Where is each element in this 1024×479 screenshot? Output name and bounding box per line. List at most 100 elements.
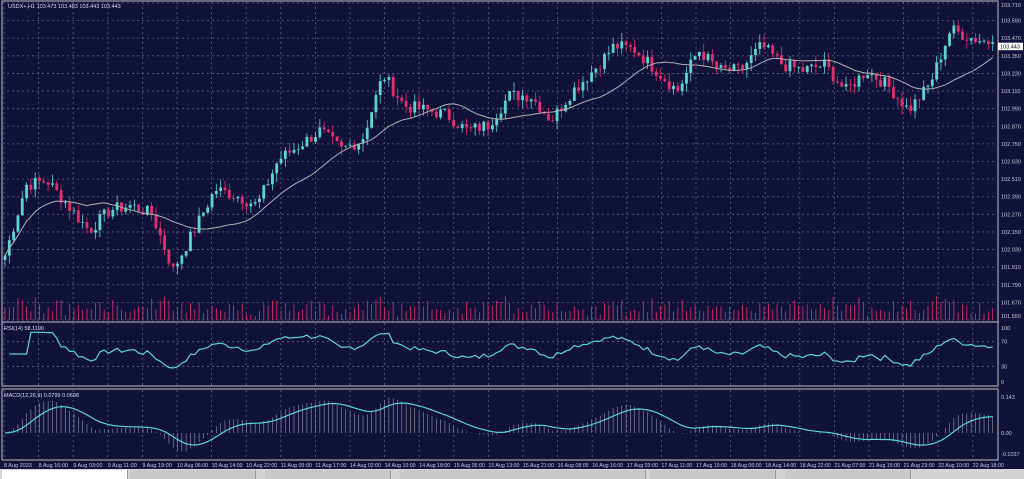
candle-body (318, 127, 322, 137)
candle-body (771, 45, 775, 54)
candle-body (189, 231, 192, 252)
candle-body (452, 119, 455, 127)
price-axis-label: 102.030 (1001, 248, 1021, 254)
candle-body (564, 104, 568, 112)
candle-body (913, 99, 917, 112)
candle-body (214, 191, 218, 195)
candle-body (827, 59, 831, 68)
candle-body (288, 150, 292, 153)
price-axis-label: 102.270 (1001, 212, 1021, 218)
candle-body (279, 158, 283, 164)
candle-body (917, 99, 921, 101)
chart-tab[interactable] (785, 470, 911, 479)
candle-body (848, 84, 852, 85)
candle-body (810, 64, 813, 67)
rsi-axis-label: 30 (1001, 364, 1007, 370)
candle-body (154, 214, 158, 229)
candle-body (991, 42, 995, 44)
candle-body (698, 51, 701, 57)
chart-tab[interactable] (265, 470, 391, 479)
candle-body (969, 38, 973, 41)
candle-body (305, 136, 309, 147)
candle-body (240, 196, 244, 204)
candle-body (413, 101, 417, 113)
candle-body (340, 141, 343, 147)
candle-body (939, 59, 943, 63)
candle-body (439, 109, 443, 118)
candle-body (900, 98, 904, 107)
candle-body (193, 231, 197, 233)
candle-body (676, 85, 680, 92)
chart-tab[interactable] (2, 470, 128, 479)
candle-body (499, 113, 503, 119)
candle-body (167, 249, 171, 264)
candle-body (641, 55, 645, 64)
rsi-axis-label: 0 (1001, 380, 1004, 386)
candle-body (383, 79, 386, 82)
candle-body (956, 25, 960, 32)
chart-tab[interactable] (650, 470, 776, 479)
candle-body (616, 43, 619, 49)
candle-body (85, 222, 89, 229)
candle-body (909, 105, 913, 112)
candle-body (581, 82, 585, 91)
current-price-label: 103.443 (1000, 45, 1020, 51)
candle-body (879, 79, 882, 87)
candle-body (465, 123, 468, 128)
candle-body (12, 231, 16, 241)
candle-body (378, 81, 382, 96)
candle-body (357, 143, 361, 150)
candle-body (301, 146, 304, 150)
candle-body (227, 190, 231, 199)
candle-body (534, 99, 537, 102)
time-axis-label: 14 Aug 18:00 (419, 463, 450, 469)
candle-body (365, 127, 369, 140)
time-axis-label: 22 Aug 10:00 (938, 463, 969, 469)
candle-body (974, 38, 977, 43)
time-axis-label: 15 Aug 05:00 (454, 463, 485, 469)
candle-body (478, 123, 481, 131)
time-axis-label: 9 Aug 11:00 (108, 463, 137, 469)
candle-body (723, 65, 727, 69)
candle-body (659, 76, 662, 79)
chart-tab[interactable] (520, 470, 646, 479)
candle-body (89, 228, 93, 233)
candle-body (689, 59, 693, 73)
candle-body (508, 91, 512, 101)
candle-body (706, 54, 710, 61)
candle-body (370, 112, 374, 128)
time-axis-label: 21 Aug 23:00 (904, 463, 935, 469)
chart-tab[interactable] (400, 470, 526, 479)
candle-body (823, 59, 826, 67)
candle-body (33, 178, 37, 190)
candle-body (620, 41, 624, 49)
candle-body (275, 163, 279, 174)
candle-body (38, 178, 41, 181)
moving-average-line (4, 57, 993, 256)
candle-body (883, 77, 887, 87)
candle-body (512, 90, 516, 92)
candle-body (253, 202, 257, 204)
rsi-axis-label: 100 (1001, 326, 1010, 332)
candle-body (598, 68, 602, 70)
candle-body (132, 204, 136, 206)
candle-body (736, 64, 740, 66)
price-axis-label: 101.910 (1001, 265, 1021, 271)
candle-body (322, 127, 326, 130)
candle-body (607, 52, 611, 54)
candle-body (732, 64, 736, 72)
candle-body (443, 109, 447, 110)
macd-panel-frame (1, 388, 999, 461)
time-axis-label: 21 Aug 15:00 (869, 463, 900, 469)
candle-body (935, 62, 939, 80)
candle-body (503, 100, 507, 114)
chart-tab[interactable] (130, 470, 256, 479)
time-axis-label: 10 Aug 22:00 (246, 463, 277, 469)
candle-body (788, 60, 792, 72)
time-axis-label: 11 Aug 17:00 (315, 463, 346, 469)
price-axis-label: 101.790 (1001, 283, 1021, 289)
candle-body (758, 42, 762, 49)
candle-body (775, 53, 779, 56)
candle-body (965, 39, 969, 41)
